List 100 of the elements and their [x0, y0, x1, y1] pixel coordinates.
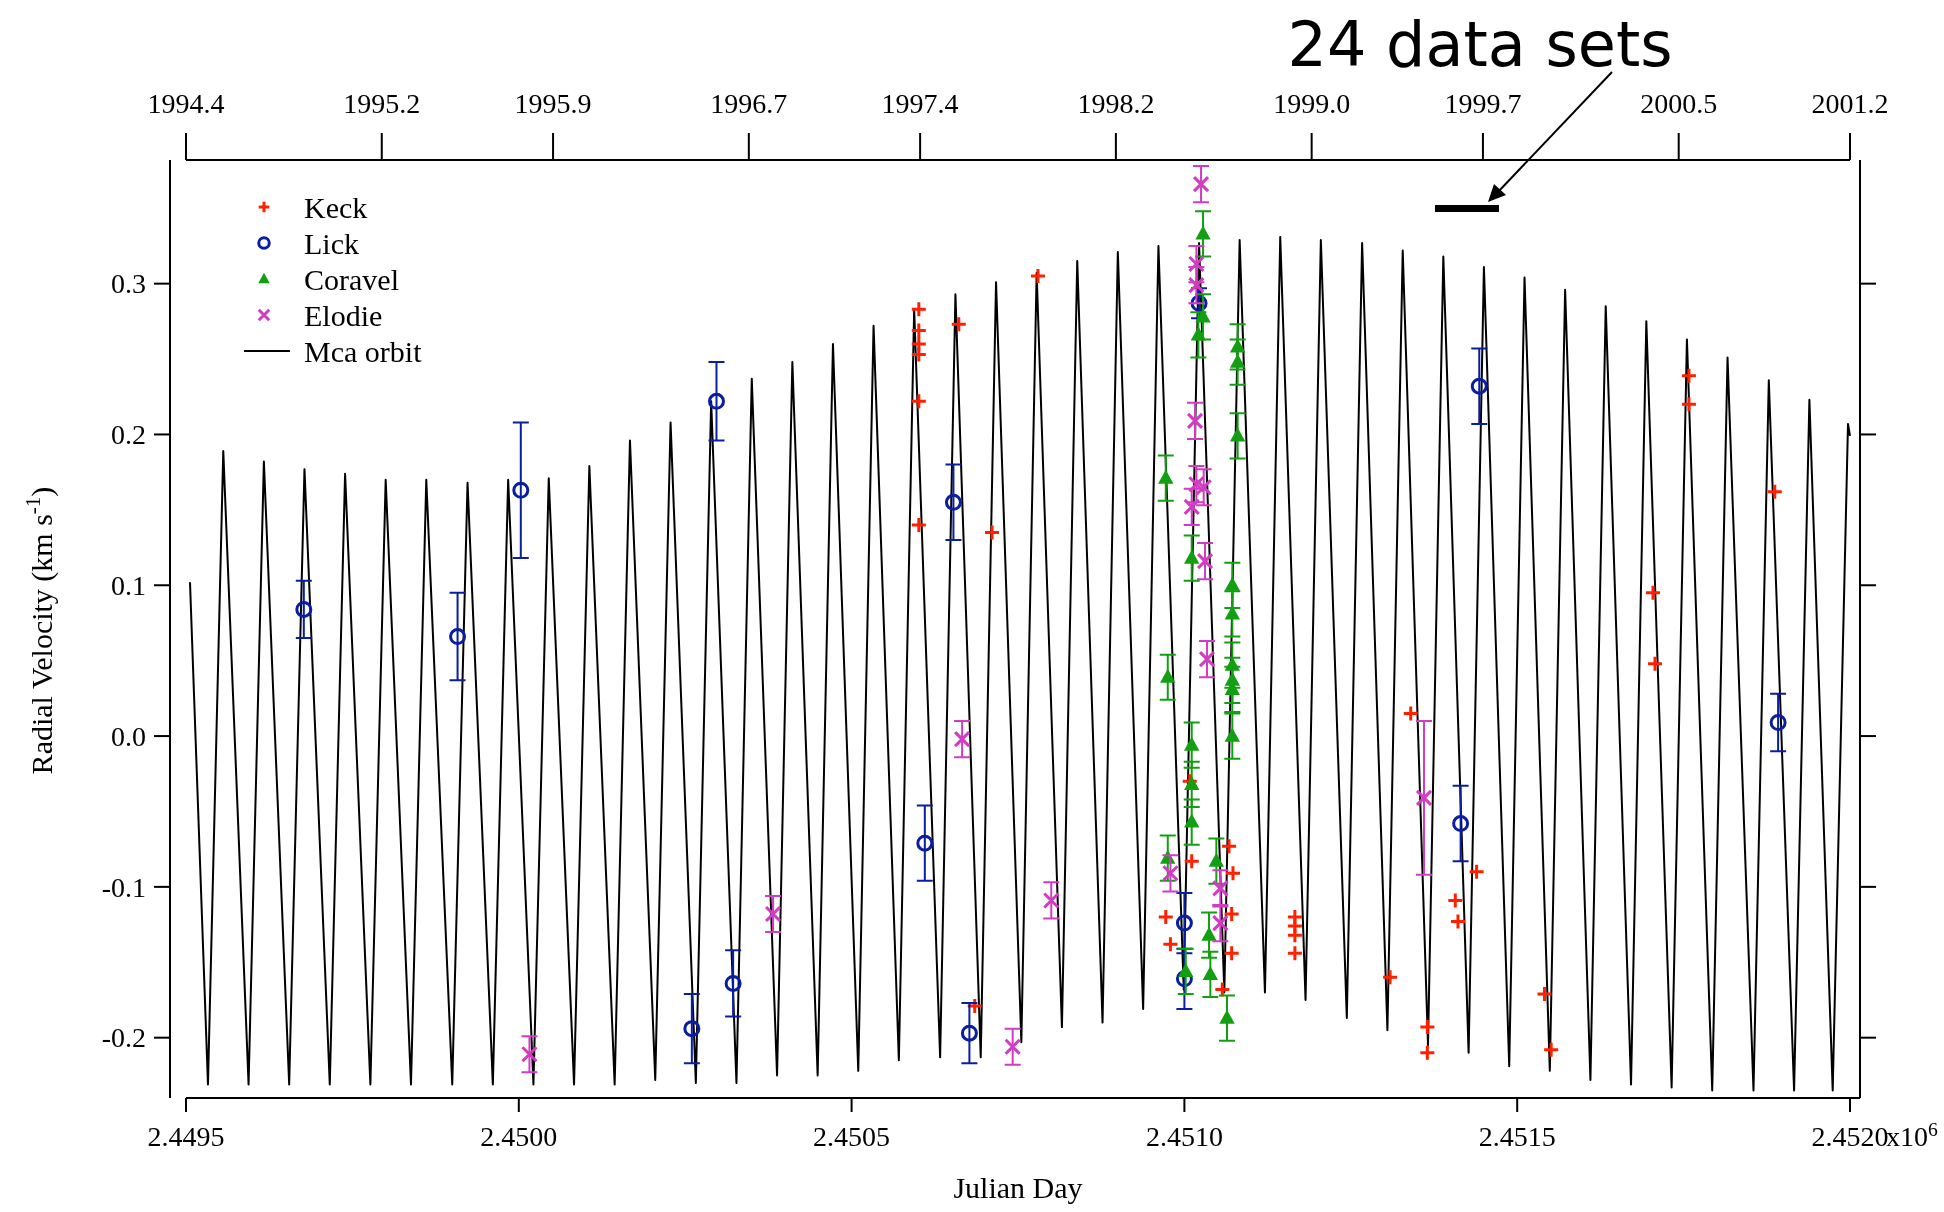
point — [953, 730, 971, 748]
x2-tick-label: 2000.5 — [1640, 88, 1718, 119]
x2-tick-label: 1997.4 — [881, 88, 959, 119]
point — [1224, 864, 1242, 882]
point — [1196, 552, 1214, 570]
point — [1195, 478, 1213, 496]
point — [916, 834, 934, 852]
point — [1535, 985, 1553, 1003]
point — [1418, 1018, 1436, 1036]
point — [1158, 469, 1174, 484]
point — [1680, 367, 1698, 385]
point — [1286, 926, 1304, 944]
x-axis-title: Julian Day — [953, 1171, 1083, 1204]
point — [1186, 412, 1204, 430]
point — [1201, 926, 1217, 941]
y-tick-label: 0.3 — [111, 268, 146, 300]
point — [1187, 255, 1205, 273]
point — [1211, 914, 1229, 932]
point — [1381, 968, 1399, 986]
legend-label: Coravel — [304, 262, 399, 296]
point — [1446, 891, 1464, 909]
point — [1195, 225, 1211, 240]
point — [1542, 1041, 1560, 1059]
point — [683, 1020, 701, 1038]
point — [1184, 736, 1200, 751]
x-tick-label: 2.4515 — [1478, 1121, 1556, 1152]
x2-tick-label: 1995.2 — [343, 88, 421, 119]
y-tick-label: 0.2 — [111, 419, 146, 451]
point — [1223, 905, 1241, 923]
point — [1769, 713, 1787, 731]
point — [1198, 650, 1216, 668]
point — [1470, 377, 1488, 395]
point — [1042, 891, 1060, 909]
point — [1415, 789, 1433, 807]
point — [1286, 944, 1304, 962]
legend-label: Mca orbit — [304, 334, 423, 368]
x-tick-label: 2.4520 — [1811, 1121, 1889, 1152]
point — [1178, 962, 1194, 977]
point — [764, 905, 782, 923]
y-tick-label: -0.1 — [101, 871, 146, 903]
point — [1208, 852, 1225, 867]
point — [1195, 308, 1211, 323]
point — [1183, 852, 1201, 870]
x2-tick-label: 1998.2 — [1077, 88, 1155, 119]
point — [449, 628, 467, 646]
point — [295, 600, 313, 618]
point — [1229, 427, 1246, 442]
point — [520, 1045, 538, 1063]
point — [1160, 668, 1176, 683]
text: x10$^{6}$ — [1886, 1118, 1938, 1152]
point — [1184, 813, 1200, 828]
point — [1184, 549, 1200, 564]
point — [910, 321, 928, 339]
point — [1220, 837, 1238, 855]
y-tick-label: -0.2 — [101, 1022, 146, 1054]
point — [960, 1024, 978, 1042]
point — [512, 481, 530, 499]
point — [1418, 1044, 1436, 1062]
point — [1175, 970, 1193, 988]
point — [1004, 1038, 1022, 1056]
point — [1175, 914, 1193, 932]
x-tick-label: 2.4505 — [813, 1121, 891, 1152]
point — [1187, 475, 1205, 493]
point — [1646, 655, 1664, 673]
point — [1224, 727, 1241, 742]
point — [1161, 864, 1179, 882]
point — [910, 346, 928, 364]
point — [724, 974, 742, 992]
x2-tick-label: 1994.4 — [147, 88, 225, 119]
x2-tick-label: 2001.2 — [1811, 88, 1889, 119]
point — [1211, 879, 1229, 897]
point — [910, 392, 928, 410]
x2-tick-label: 1999.0 — [1273, 88, 1351, 119]
point — [1644, 584, 1662, 602]
point — [910, 300, 928, 318]
point — [1680, 395, 1698, 413]
x2-tick-label: 1996.7 — [710, 88, 788, 119]
text: 24 data sets — [1287, 8, 1673, 81]
x2-tick-label: 1999.7 — [1444, 88, 1522, 119]
point — [1161, 935, 1179, 953]
point — [1192, 175, 1210, 193]
point — [1187, 276, 1205, 294]
point — [910, 516, 928, 534]
point — [1202, 965, 1219, 980]
x-tick-label: 2.4495 — [147, 1121, 225, 1152]
x2-tick-label: 1995.9 — [514, 88, 592, 119]
point — [1452, 815, 1470, 833]
point — [1402, 704, 1420, 722]
point — [1219, 1009, 1235, 1024]
point — [1468, 863, 1486, 881]
y-tick-label: 0.0 — [111, 720, 146, 752]
point — [944, 493, 962, 511]
point — [1223, 944, 1241, 962]
line-series — [188, 235, 1851, 1092]
point — [950, 315, 968, 333]
point — [983, 523, 1001, 541]
legend-label: Elodie — [304, 298, 383, 332]
point — [1229, 353, 1246, 368]
y-tick-label: 0.1 — [111, 570, 146, 602]
x-tick-label: 2.4500 — [480, 1121, 558, 1152]
